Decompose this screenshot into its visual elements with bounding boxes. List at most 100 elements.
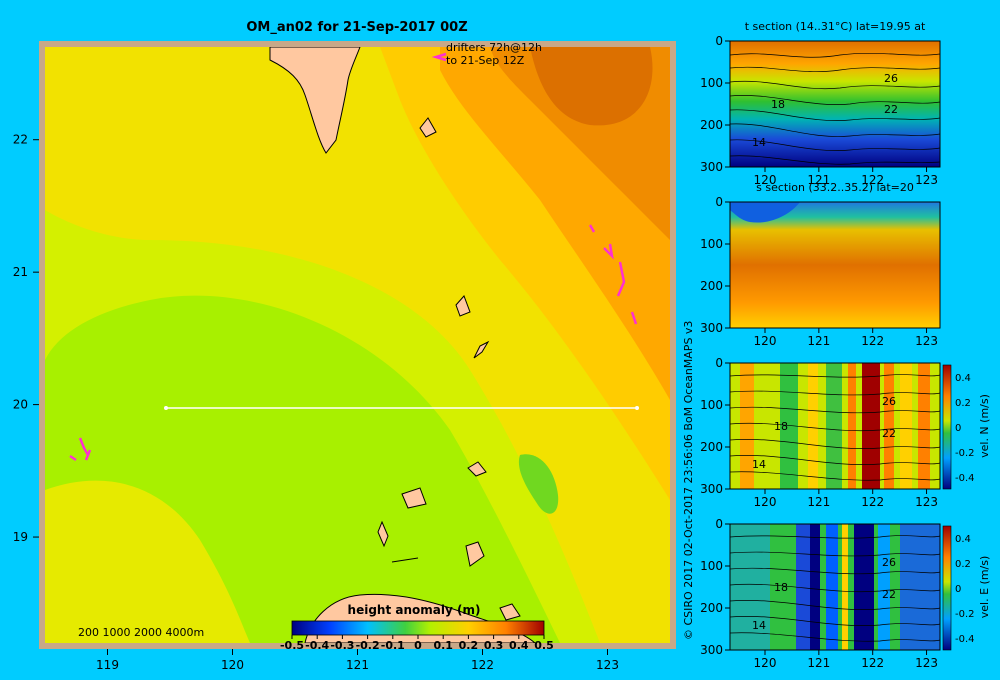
drifter-tracks [69,52,638,462]
ve-contour-label-22: 22 [882,588,896,601]
main-map: OM_an02 for 21-Sep-2017 00Z drifters 72h… [13,20,676,672]
section-x-tick-label: 122 [861,495,884,509]
t-contour-label-14: 14 [752,136,766,149]
island-5 [401,487,427,509]
colorbar-tick-label: -0.1 [381,639,405,652]
section-y-tick-label: 300 [700,643,723,657]
colorbar-gradient [291,620,545,636]
colorbar-tick-label: -0.5 [280,639,304,652]
section-y-tick-label: 100 [700,559,723,573]
vn-contour-label-14: 14 [752,458,766,471]
section-y-tick-label: 100 [700,76,723,90]
panel-salinity-frame [729,201,941,329]
credit-text: © CSIRO 2017 02-Oct-2017 23:56:06 BoM Oc… [682,321,695,640]
vel-colorbar-tick-label: -0.4 [955,634,975,645]
vel-colorbar-tick-label: -0.4 [955,473,975,484]
island-9 [499,603,521,621]
panel-vel-east-frame [729,523,941,651]
drifter-annotation-2: to 21-Sep 12Z [446,54,525,67]
map-x-axis: 119 120 121 122 123 [96,649,619,672]
vel-north-colorbar-label: vel. N (m/s) [978,394,991,458]
vel-colorbar-tick-label: 0.2 [955,559,971,570]
temperature-field [730,41,940,167]
section-x-tick-label: 120 [754,656,777,670]
map-y-tick-label: 19 [13,530,28,544]
section-x-tick-label: 122 [861,173,884,187]
panel-vel-north-frame [729,362,941,490]
map-x-tick-label: 123 [596,658,619,672]
colorbar-tick-label: 0.4 [509,639,529,652]
vel-east-colorbar [942,525,952,651]
section-y-tick-label: 200 [700,279,723,293]
colorbar-label: height anomaly (m) [348,603,481,617]
map-title: OM_an02 for 21-Sep-2017 00Z [246,20,467,35]
salinity-field [730,202,940,328]
colorbar-tick-label: 0 [414,639,422,652]
section-y-tick-label: 0 [715,517,723,531]
panel-velocity-east: 26 18 22 14 vel. E (m/s) 120 121 122 123 0 10… [700,517,991,670]
section-y-tick-label: 0 [715,34,723,48]
map-y-tick-label: 22 [13,133,28,147]
map-x-tick-label: 120 [221,658,244,672]
land-taiwan [269,47,361,154]
section-x-tick-label: 123 [915,495,938,509]
colorbar-tick-label: -0.4 [305,639,329,652]
island-4 [467,461,487,477]
section-x-tick-label: 121 [807,334,830,348]
vel-north-colorbar [942,364,952,490]
section-start [164,406,168,410]
panel-temperature-frame [729,40,941,168]
section-x-tick-label: 122 [861,656,884,670]
field-band-southwest-yellow [45,480,250,643]
vel-colorbar-tick-label: -0.2 [955,609,975,620]
section-x-tick-label: 123 [915,173,938,187]
vel-east-contours [729,535,941,642]
panel-salinity-title: s section (33.2..35.2) lat=20 [756,181,914,194]
section-x-tick-label: 121 [807,173,830,187]
map-y-axis: 22 21 20 19 [13,133,39,544]
section-y-tick-label: 0 [715,195,723,209]
section-y-tick-label: 200 [700,118,723,132]
t-contour-label-26: 26 [884,72,898,85]
field-band-green-patch [518,454,559,514]
t-contour-label-18: 18 [771,98,785,111]
colorbar-tick-label: 0.2 [459,639,479,652]
drifter-annotation-1: drifters 72h@12h [446,41,542,54]
island-6 [377,520,389,548]
vn-contour-label-22: 22 [882,427,896,440]
field-band-deeporange [530,47,653,126]
panel-salinity: s section (33.2..35.2) lat=20 120 121 122 1… [700,181,941,348]
depth-legend: 200 1000 2000 4000m [78,626,204,639]
vel-north-contours [729,374,941,481]
vel-colorbar-tick-label: 0 [955,423,961,434]
section-x-tick-label: 120 [754,173,777,187]
section-y-tick-label: 300 [700,482,723,496]
vn-contour-label-26: 26 [882,395,896,408]
vel-colorbar-tick-label: 0 [955,584,961,595]
island-7 [465,541,485,567]
ve-contour-label-14: 14 [752,619,766,632]
section-x-tick-label: 122 [861,334,884,348]
island-2 [455,295,471,317]
salinity-surface-blue [730,202,800,223]
map-y-tick-label: 20 [13,398,28,412]
map-x-tick-label: 122 [471,658,494,672]
colorbar-tick-label: 0.1 [433,639,453,652]
island-3 [473,340,490,359]
section-y-tick-label: 100 [700,398,723,412]
section-x-tick-label: 121 [807,495,830,509]
section-y-tick-label: 200 [700,440,723,454]
vel-colorbar-tick-label: 0.2 [955,398,971,409]
island-1 [419,117,437,138]
section-end [635,406,639,410]
colorbar-tick-label: 0.3 [484,639,504,652]
section-x-tick-label: 120 [754,495,777,509]
vel-colorbar-tick-label: 0.4 [955,534,971,545]
map-x-tick-label: 121 [346,658,369,672]
panel-temperature: t section (14..31°C) lat=19.95 at 26 18 … [700,20,941,187]
section-y-tick-label: 100 [700,237,723,251]
island-8 [391,557,419,563]
temperature-contours [729,52,941,165]
section-x-tick-label: 121 [807,656,830,670]
